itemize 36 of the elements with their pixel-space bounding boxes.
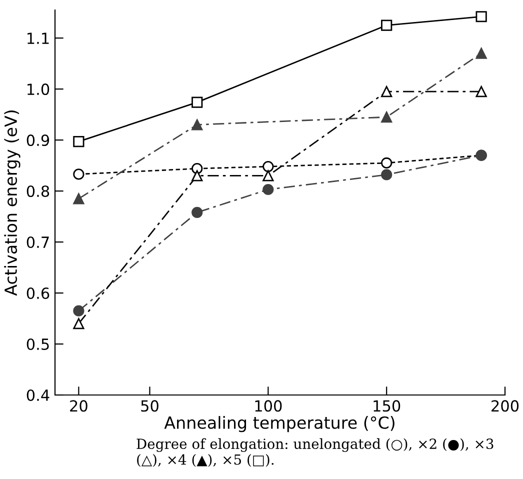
y-tick-label: 1.0 [28,84,50,96]
y-tick-label: 0.5 [26,338,49,350]
x-tick-label: 20 [70,400,88,412]
x-axis-title: Annealing temperature (°C) [164,416,394,432]
y-tick-label: 0.8 [26,185,50,198]
point [476,11,487,22]
point [381,20,392,31]
y-tick-label: 0.4 [26,389,50,402]
point [192,170,203,182]
y-tick-label: 0.9 [26,134,50,146]
point [476,48,487,59]
y-axis-title: Activation energy (eV) [4,110,20,296]
x-tick-label: 100 [255,400,282,412]
point [73,305,84,316]
y-tick-label: 0.7 [26,236,49,248]
text: Degree of elongation: unelongated (○), ×2 (●), ×3 (△), ×4 (▲), ×5 (□). [136,438,494,467]
point [73,318,84,330]
point [476,86,487,98]
point [192,96,203,108]
point [262,160,274,172]
point [262,184,274,196]
point [73,168,84,180]
point [262,170,274,182]
y-tick-label: 1.1 [28,32,49,44]
point [73,193,84,204]
point [381,112,392,123]
x-tick-label: 200 [492,400,519,412]
point [381,157,392,169]
point [381,169,392,180]
y-tick-label: 0.6 [26,287,50,300]
point [381,86,392,98]
x-tick-label: 150 [374,400,400,412]
point [192,119,203,130]
point [192,206,203,218]
x-tick-label: 50 [141,400,158,412]
point [73,136,84,148]
